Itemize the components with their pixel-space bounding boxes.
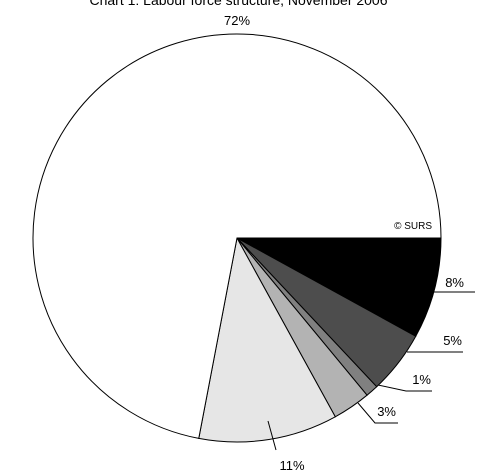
slice-label-8-percent: 8% — [445, 275, 464, 290]
slice-label-1-percent: 1% — [412, 372, 431, 387]
source-note: © SURS — [394, 221, 432, 232]
slice-label-3-percent: 3% — [377, 404, 396, 419]
slice-label-72-percent: 72% — [224, 13, 250, 28]
slice-label-11-percent: 11% — [279, 458, 304, 472]
pie-slices — [33, 34, 441, 442]
slice-label-5-percent: 5% — [443, 333, 462, 348]
